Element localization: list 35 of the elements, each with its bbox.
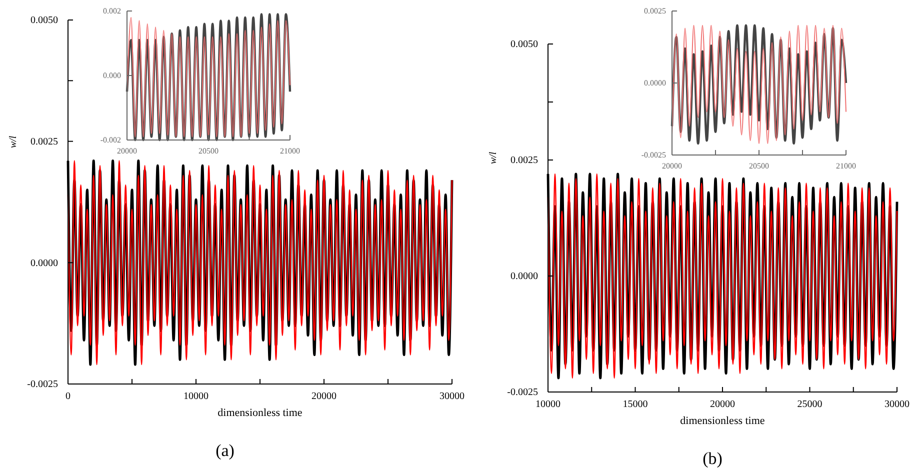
x-tick-label: 20500: [198, 146, 218, 156]
x-axis-title: dimensionless time: [218, 407, 302, 419]
x-tick-label: 10000: [184, 391, 208, 402]
y-tick-label: 0.0025: [30, 136, 58, 148]
x-tick-label: 20000: [662, 162, 682, 171]
y-tick-label: 0.0050: [510, 39, 538, 50]
x-tick-label: 10000: [536, 399, 560, 410]
y-tick-label: 0.0025: [510, 155, 538, 166]
y-tick-label: 0.0000: [510, 271, 538, 282]
x-tick-label: 30000: [884, 399, 910, 410]
y-axis-title: w/l: [8, 136, 19, 148]
x-tick-label: 0: [66, 391, 70, 402]
x-tick-label: 20500: [749, 162, 769, 171]
text: (b): [702, 449, 722, 468]
x-tick-label: 21000: [280, 146, 300, 156]
y-tick-label: 0.002: [103, 6, 121, 16]
y-tick-label: 0.000: [103, 71, 121, 80]
x-tick-label: 21000: [836, 162, 856, 171]
y-tick-label: 0.0050: [30, 15, 58, 26]
x-tick-label: 15000: [622, 399, 648, 410]
x-tick-label: 20000: [710, 399, 735, 410]
y-tick-label: -0.0025: [507, 387, 538, 398]
y-tick-label: 0.0000: [644, 78, 666, 88]
y-tick-label: -0.0025: [27, 379, 58, 390]
y-tick-label: -0.0025: [641, 150, 666, 160]
x-tick-label: 20000: [117, 146, 137, 156]
x-tick-label: 25000: [797, 399, 822, 410]
x-tick-label: 20000: [312, 391, 336, 402]
x-axis-title: dimensionless time: [680, 415, 765, 427]
text: (a): [216, 441, 234, 460]
x-tick-label: 30000: [440, 391, 464, 402]
y-tick-label: 0.0025: [644, 6, 666, 16]
y-axis-title: w/l: [488, 152, 499, 164]
y-tick-label: -0.002: [100, 136, 121, 145]
y-tick-label: 0.0000: [30, 258, 58, 269]
